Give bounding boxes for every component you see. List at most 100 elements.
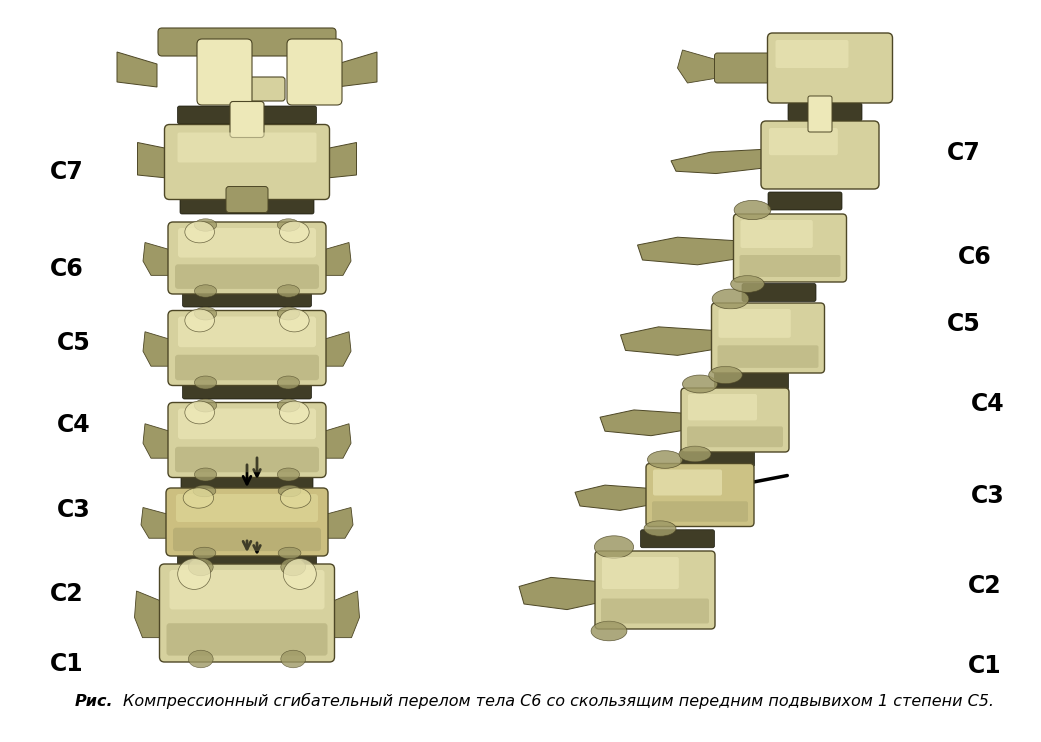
Ellipse shape bbox=[185, 309, 214, 332]
FancyBboxPatch shape bbox=[166, 488, 328, 556]
FancyBboxPatch shape bbox=[180, 196, 314, 214]
FancyBboxPatch shape bbox=[178, 409, 316, 439]
Ellipse shape bbox=[280, 221, 309, 243]
Ellipse shape bbox=[277, 285, 300, 298]
FancyBboxPatch shape bbox=[173, 528, 321, 551]
FancyBboxPatch shape bbox=[176, 494, 318, 522]
Ellipse shape bbox=[195, 285, 217, 298]
FancyBboxPatch shape bbox=[681, 388, 789, 452]
Polygon shape bbox=[143, 424, 173, 459]
Ellipse shape bbox=[193, 547, 215, 559]
Text: C5: C5 bbox=[57, 331, 91, 355]
FancyBboxPatch shape bbox=[178, 106, 316, 124]
Polygon shape bbox=[321, 424, 351, 459]
Text: C2: C2 bbox=[968, 574, 1001, 598]
FancyBboxPatch shape bbox=[170, 570, 325, 609]
FancyBboxPatch shape bbox=[761, 121, 879, 189]
FancyBboxPatch shape bbox=[740, 220, 813, 248]
Ellipse shape bbox=[648, 450, 683, 468]
FancyBboxPatch shape bbox=[653, 470, 722, 496]
FancyBboxPatch shape bbox=[711, 303, 824, 373]
FancyBboxPatch shape bbox=[164, 125, 330, 200]
Polygon shape bbox=[321, 332, 351, 367]
Polygon shape bbox=[141, 508, 171, 538]
Ellipse shape bbox=[712, 289, 748, 309]
FancyBboxPatch shape bbox=[178, 228, 316, 257]
FancyBboxPatch shape bbox=[808, 96, 832, 132]
Ellipse shape bbox=[734, 200, 771, 220]
FancyBboxPatch shape bbox=[175, 447, 319, 472]
FancyBboxPatch shape bbox=[178, 551, 316, 569]
Polygon shape bbox=[671, 149, 766, 174]
Text: C4: C4 bbox=[57, 413, 91, 437]
FancyBboxPatch shape bbox=[197, 39, 252, 105]
Text: C7: C7 bbox=[947, 141, 981, 165]
Ellipse shape bbox=[277, 399, 300, 412]
FancyBboxPatch shape bbox=[209, 77, 285, 101]
Ellipse shape bbox=[195, 219, 217, 232]
Ellipse shape bbox=[277, 376, 300, 389]
FancyBboxPatch shape bbox=[158, 28, 336, 56]
Ellipse shape bbox=[709, 367, 742, 384]
FancyBboxPatch shape bbox=[226, 186, 268, 212]
Text: C7: C7 bbox=[50, 160, 83, 184]
Ellipse shape bbox=[185, 401, 214, 424]
Ellipse shape bbox=[281, 650, 306, 668]
Polygon shape bbox=[117, 52, 157, 87]
Ellipse shape bbox=[193, 485, 215, 497]
FancyBboxPatch shape bbox=[175, 355, 319, 380]
FancyBboxPatch shape bbox=[742, 283, 816, 301]
Polygon shape bbox=[143, 332, 173, 367]
Ellipse shape bbox=[188, 558, 213, 576]
Ellipse shape bbox=[731, 275, 764, 292]
Polygon shape bbox=[337, 52, 377, 87]
FancyBboxPatch shape bbox=[602, 557, 679, 589]
FancyBboxPatch shape bbox=[768, 192, 842, 210]
Ellipse shape bbox=[195, 399, 217, 412]
FancyBboxPatch shape bbox=[739, 255, 840, 277]
Ellipse shape bbox=[183, 487, 213, 508]
FancyBboxPatch shape bbox=[769, 128, 838, 155]
Ellipse shape bbox=[188, 650, 213, 668]
Polygon shape bbox=[143, 243, 173, 275]
Text: C2: C2 bbox=[50, 582, 83, 605]
Text: C5: C5 bbox=[947, 312, 981, 335]
Ellipse shape bbox=[591, 621, 627, 641]
FancyBboxPatch shape bbox=[178, 133, 316, 162]
Text: Компрессионный сгибательный перелом тела С6 со скользящим передним подвывихом 1 : Компрессионный сгибательный перелом тела… bbox=[123, 693, 994, 709]
Ellipse shape bbox=[185, 221, 214, 243]
Ellipse shape bbox=[195, 376, 217, 389]
FancyBboxPatch shape bbox=[287, 39, 342, 105]
Ellipse shape bbox=[281, 558, 306, 576]
FancyBboxPatch shape bbox=[182, 289, 311, 307]
Ellipse shape bbox=[644, 521, 676, 536]
FancyBboxPatch shape bbox=[168, 402, 326, 478]
Ellipse shape bbox=[683, 375, 717, 393]
FancyBboxPatch shape bbox=[687, 427, 783, 447]
Ellipse shape bbox=[195, 468, 217, 481]
FancyBboxPatch shape bbox=[640, 530, 714, 548]
Text: C3: C3 bbox=[971, 484, 1005, 508]
Ellipse shape bbox=[277, 219, 300, 232]
Ellipse shape bbox=[278, 547, 301, 559]
FancyBboxPatch shape bbox=[230, 102, 264, 137]
FancyBboxPatch shape bbox=[714, 53, 781, 83]
Ellipse shape bbox=[178, 559, 210, 589]
FancyBboxPatch shape bbox=[168, 222, 326, 294]
Ellipse shape bbox=[594, 536, 634, 558]
FancyBboxPatch shape bbox=[767, 33, 892, 103]
Ellipse shape bbox=[277, 468, 300, 481]
Ellipse shape bbox=[280, 487, 311, 508]
FancyBboxPatch shape bbox=[718, 309, 791, 338]
Ellipse shape bbox=[283, 559, 316, 589]
Ellipse shape bbox=[280, 401, 309, 424]
Polygon shape bbox=[134, 591, 164, 637]
Text: C3: C3 bbox=[57, 499, 91, 522]
FancyBboxPatch shape bbox=[714, 372, 788, 390]
Text: C1: C1 bbox=[968, 654, 1001, 678]
FancyBboxPatch shape bbox=[776, 40, 848, 68]
FancyBboxPatch shape bbox=[167, 623, 328, 656]
FancyBboxPatch shape bbox=[175, 264, 319, 289]
FancyBboxPatch shape bbox=[182, 381, 311, 399]
Ellipse shape bbox=[280, 309, 309, 332]
